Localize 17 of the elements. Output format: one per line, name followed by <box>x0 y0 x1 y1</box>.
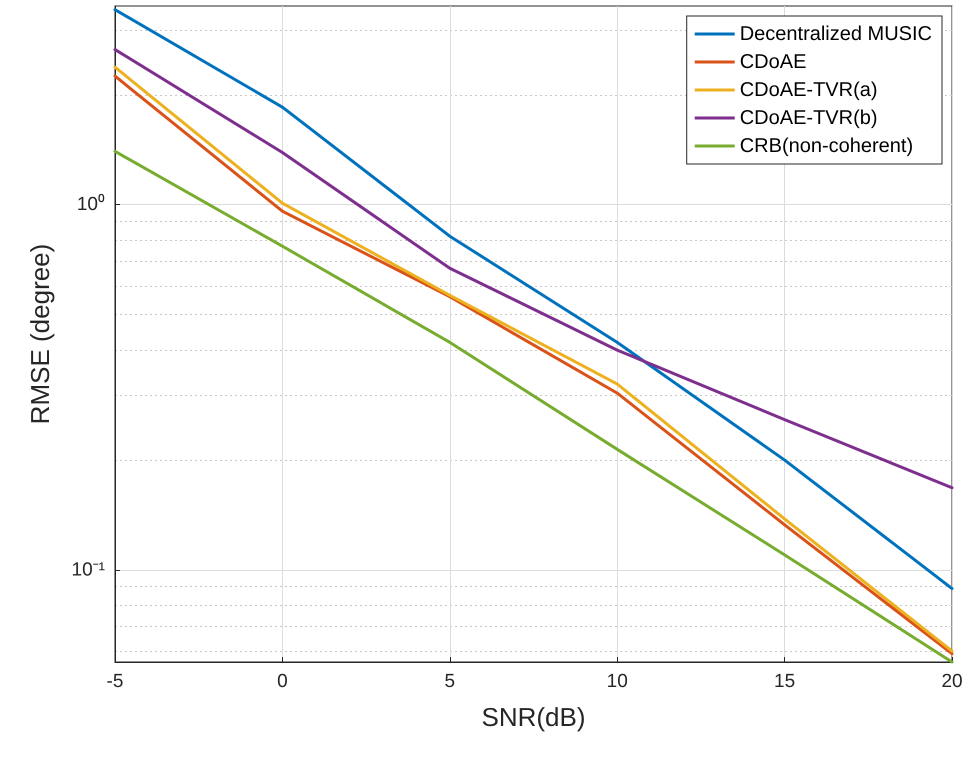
x-axis-title: SNR(dB) <box>481 702 586 732</box>
x-tick-label: -5 <box>106 671 124 692</box>
legend-label: Decentralized MUSIC <box>740 23 932 45</box>
y-tick-label: 10⁻¹ <box>72 560 105 581</box>
legend-label: CDoAE-TVR(a) <box>740 79 878 101</box>
legend-label: CDoAE-TVR(b) <box>740 107 878 129</box>
legend-label: CDoAE <box>740 51 806 73</box>
x-tick-label: 5 <box>444 671 456 692</box>
x-tick-label: 0 <box>277 671 288 692</box>
legend-label: CRB(non-coherent) <box>740 135 914 157</box>
x-tick-label: 10 <box>606 671 628 692</box>
x-tick-label: 20 <box>941 671 963 692</box>
line-series <box>114 8 954 590</box>
line-series <box>114 48 954 490</box>
y-tick-label: 10⁰ <box>76 193 105 216</box>
y-axis-title: RMSE (degree) <box>25 244 55 424</box>
x-tick-label: 15 <box>774 671 796 692</box>
